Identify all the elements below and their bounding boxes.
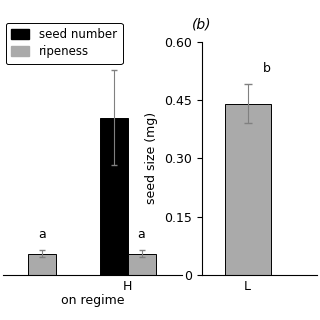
Legend: seed number, ripeness: seed number, ripeness xyxy=(5,22,123,64)
Y-axis label: seed size (mg): seed size (mg) xyxy=(146,112,158,204)
Text: b: b xyxy=(263,62,271,75)
Text: a: a xyxy=(138,228,146,241)
Text: a: a xyxy=(110,48,117,60)
Bar xyxy=(28,253,56,275)
Text: a: a xyxy=(38,228,46,241)
Bar xyxy=(100,118,128,275)
Bar xyxy=(225,104,271,275)
Bar xyxy=(128,253,156,275)
X-axis label: on regime: on regime xyxy=(61,294,124,308)
Text: (b): (b) xyxy=(192,18,212,32)
